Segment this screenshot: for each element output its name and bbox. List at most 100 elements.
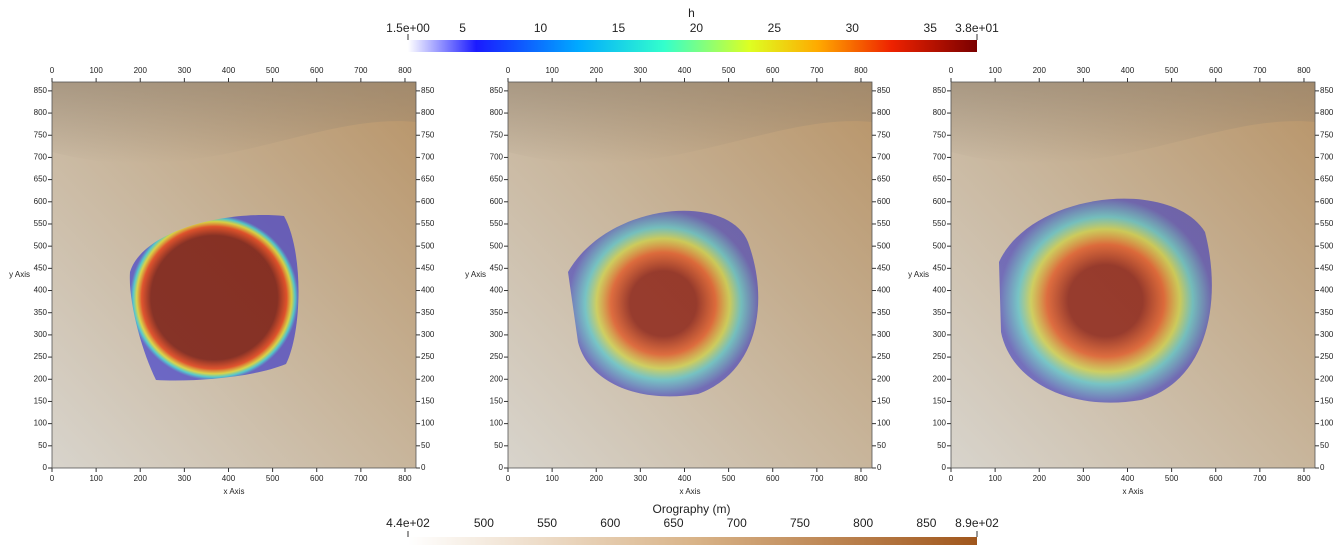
x-tick-label: 600: [310, 474, 324, 483]
visualization: h1.5e+0051015202530353.8e+01Orography (m…: [0, 0, 1344, 545]
y-tick-label: 350: [34, 308, 48, 317]
x-tick-label: 300: [1077, 474, 1091, 483]
y-tick-label-right: 0: [877, 463, 882, 472]
y-tick-label-right: 450: [421, 263, 435, 272]
x-tick-label-top: 600: [310, 66, 324, 75]
y-tick-label-right: 600: [877, 197, 891, 206]
y-tick-label: 150: [490, 397, 504, 406]
x-tick-label-top: 600: [1209, 66, 1223, 75]
x-tick-label-top: 500: [722, 66, 736, 75]
y-tick-label: 0: [942, 463, 947, 472]
y-tick-label-right: 50: [1320, 441, 1329, 450]
flow-extent: [999, 199, 1212, 403]
x-tick-label: 300: [634, 474, 648, 483]
x-tick-label-top: 0: [506, 66, 511, 75]
y-tick-label: 750: [933, 130, 947, 139]
y-tick-label: 0: [499, 463, 504, 472]
x-tick-label-top: 200: [134, 66, 148, 75]
colorbar-tick-label: 35: [924, 21, 938, 35]
y-tick-label-right: 350: [877, 308, 891, 317]
colorbar-tick-label: 4.4e+02: [386, 516, 430, 530]
x-tick-label: 400: [1121, 474, 1135, 483]
x-tick-label-top: 100: [89, 66, 103, 75]
y-tick-label: 750: [34, 130, 48, 139]
x-tick-label: 100: [89, 474, 103, 483]
y-tick-label-right: 500: [421, 241, 435, 250]
x-axis-label: x Axis: [1123, 487, 1144, 496]
y-tick-label-right: 850: [1320, 86, 1334, 95]
x-tick-label: 0: [949, 474, 954, 483]
y-tick-label: 350: [933, 308, 947, 317]
y-tick-label: 850: [933, 86, 947, 95]
x-tick-label: 200: [590, 474, 604, 483]
y-tick-label: 450: [933, 263, 947, 272]
y-tick-label-right: 150: [1320, 397, 1334, 406]
colorbar-tick-label: 3.8e+01: [955, 21, 999, 35]
x-axis-label: x Axis: [680, 487, 701, 496]
y-tick-label: 650: [490, 175, 504, 184]
y-tick-label-right: 250: [1320, 352, 1334, 361]
x-tick-label: 700: [354, 474, 368, 483]
x-tick-label-top: 500: [266, 66, 280, 75]
x-tick-label-top: 500: [1165, 66, 1179, 75]
x-tick-label: 800: [854, 474, 868, 483]
y-tick-label: 500: [34, 241, 48, 250]
x-tick-label-top: 0: [949, 66, 954, 75]
y-tick-label: 100: [933, 419, 947, 428]
y-tick-label-right: 100: [877, 419, 891, 428]
x-tick-label-top: 200: [1033, 66, 1047, 75]
y-tick-label: 600: [490, 197, 504, 206]
y-tick-label-right: 450: [877, 263, 891, 272]
y-tick-label-right: 100: [421, 419, 435, 428]
y-tick-label: 50: [494, 441, 503, 450]
y-tick-label-right: 700: [877, 153, 891, 162]
colorbar-title: Orography (m): [652, 502, 730, 516]
y-tick-label: 750: [490, 130, 504, 139]
y-tick-label-right: 250: [877, 352, 891, 361]
y-tick-label: 250: [490, 352, 504, 361]
x-tick-label-top: 700: [354, 66, 368, 75]
colorbar-tick-label: 700: [727, 516, 747, 530]
y-tick-label: 650: [34, 175, 48, 184]
y-axis-label: y Axis: [465, 270, 486, 279]
panel: 0010010020020030030040040050050060060070…: [9, 66, 435, 496]
x-tick-label-top: 300: [178, 66, 192, 75]
y-tick-label-right: 250: [421, 352, 435, 361]
y-tick-label: 350: [490, 308, 504, 317]
y-tick-label: 450: [34, 263, 48, 272]
x-tick-label: 0: [50, 474, 55, 483]
y-tick-label: 300: [490, 330, 504, 339]
y-tick-label-right: 0: [421, 463, 426, 472]
x-tick-label-top: 100: [988, 66, 1002, 75]
y-tick-label-right: 650: [877, 175, 891, 184]
colorbar-tick-label: 600: [600, 516, 620, 530]
x-tick-label-top: 100: [545, 66, 559, 75]
y-tick-label: 100: [490, 419, 504, 428]
x-tick-label-top: 400: [1121, 66, 1135, 75]
x-tick-label: 400: [222, 474, 236, 483]
y-tick-label: 700: [34, 153, 48, 162]
y-tick-label-right: 800: [421, 108, 435, 117]
y-tick-label: 700: [490, 153, 504, 162]
x-tick-label-top: 700: [1253, 66, 1267, 75]
y-tick-label-right: 400: [421, 286, 435, 295]
panel: 0010010020020030030040040050050060060070…: [908, 66, 1334, 496]
y-axis-label: y Axis: [908, 270, 929, 279]
colorbar-tick-label: 550: [537, 516, 557, 530]
y-tick-label-right: 400: [1320, 286, 1334, 295]
x-tick-label-top: 800: [1297, 66, 1311, 75]
colorbar-h: [408, 40, 977, 52]
y-tick-label: 200: [933, 374, 947, 383]
y-tick-label: 400: [933, 286, 947, 295]
y-tick-label: 400: [490, 286, 504, 295]
colorbar-tick-label: 500: [474, 516, 494, 530]
y-tick-label: 150: [933, 397, 947, 406]
x-tick-label-top: 400: [222, 66, 236, 75]
y-tick-label: 600: [34, 197, 48, 206]
y-tick-label-right: 800: [1320, 108, 1334, 117]
y-tick-label-right: 500: [877, 241, 891, 250]
y-tick-label-right: 800: [877, 108, 891, 117]
colorbar-orography: [408, 537, 977, 545]
x-tick-label: 0: [506, 474, 511, 483]
y-axis-label: y Axis: [9, 270, 30, 279]
